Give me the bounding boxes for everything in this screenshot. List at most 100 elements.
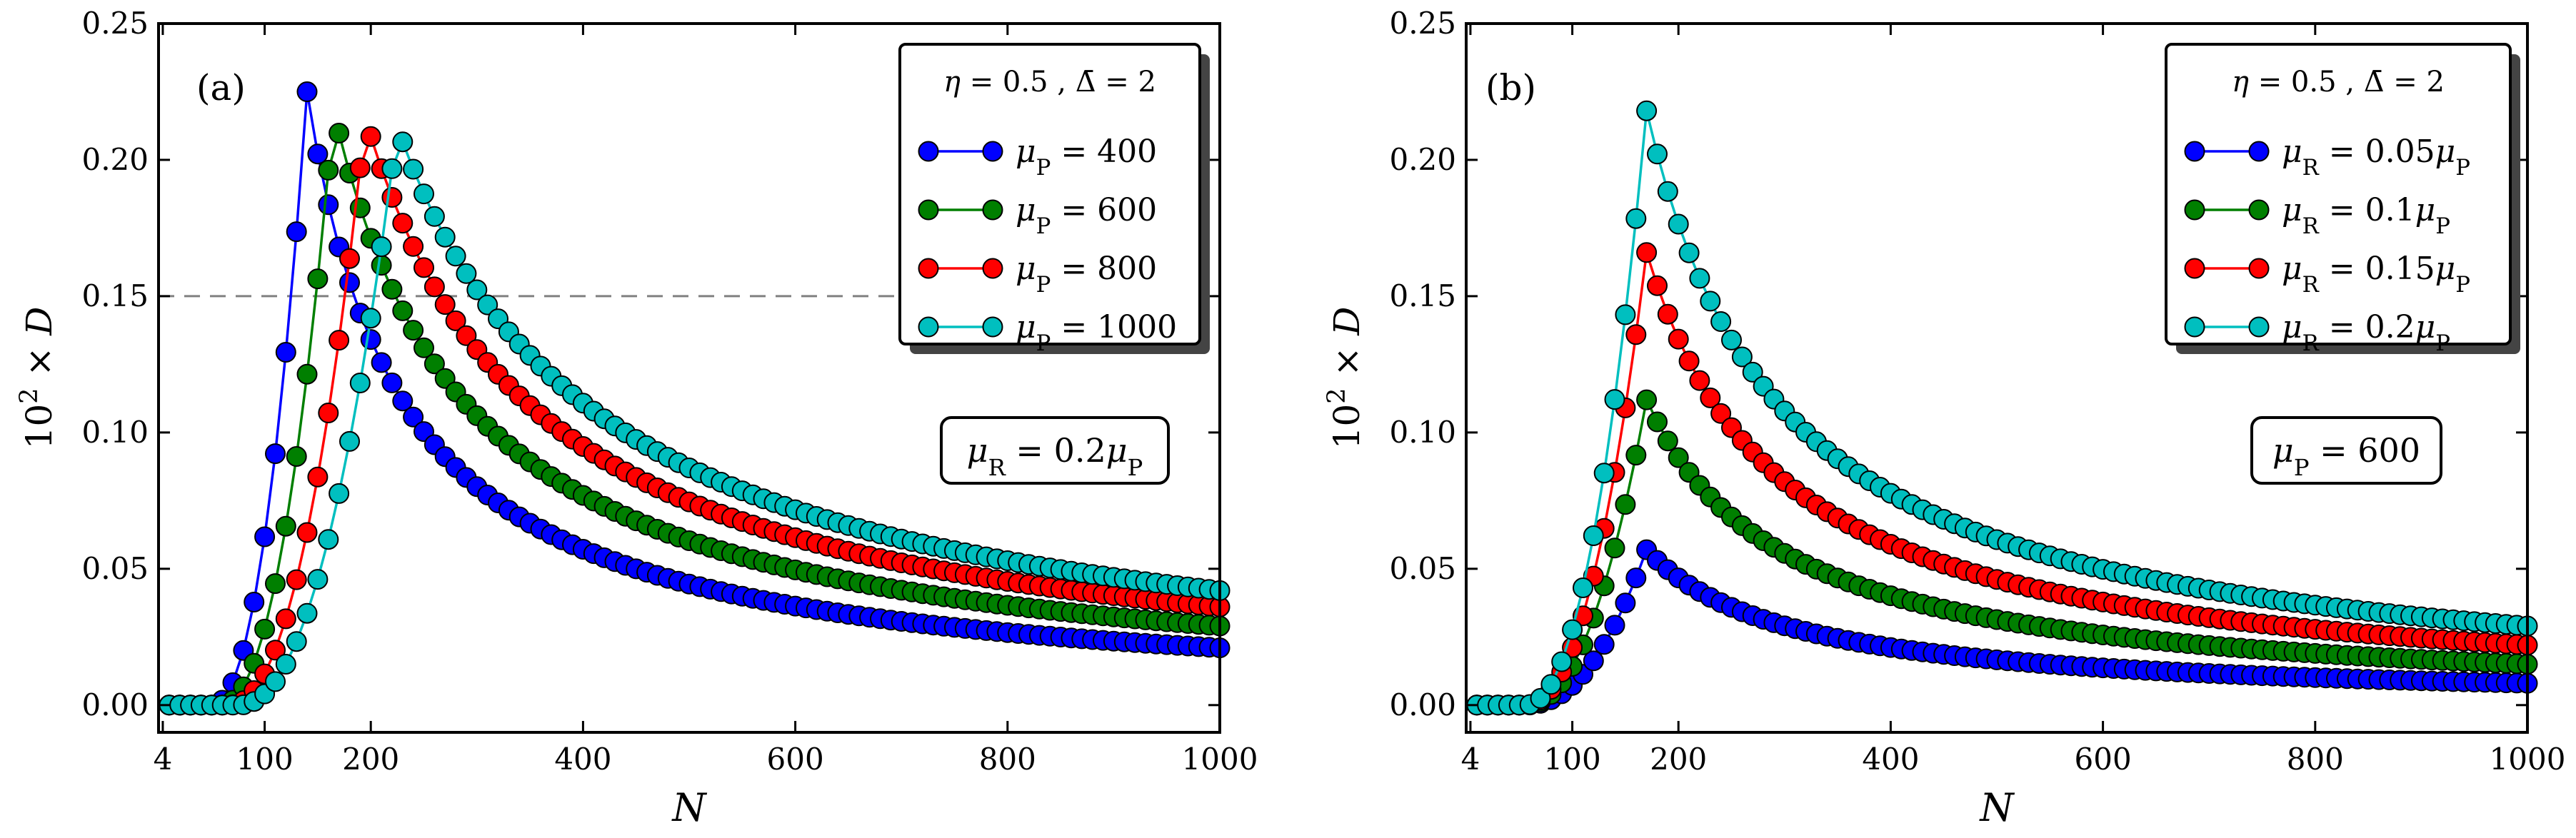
data-point <box>1657 181 1678 202</box>
legend-marker <box>2248 258 2270 279</box>
legend-marker <box>918 199 939 221</box>
data-point <box>275 342 296 363</box>
data-point <box>329 483 350 504</box>
y-tick-label: 0.10 <box>1389 415 1456 450</box>
data-point <box>392 131 414 153</box>
data-point <box>434 226 456 248</box>
data-point <box>1625 567 1647 589</box>
legend-marker <box>982 258 1003 279</box>
data-point <box>1562 619 1583 640</box>
data-point <box>434 368 456 389</box>
data-point <box>265 573 286 595</box>
legend-entry: μP = 800 <box>1016 251 1157 298</box>
data-point <box>349 373 371 393</box>
x-tick-label: 800 <box>2287 742 2344 777</box>
series-0 <box>1466 539 2538 716</box>
data-point <box>286 221 307 243</box>
x-tick-label: 1000 <box>1182 742 1258 777</box>
data-point <box>1583 650 1604 672</box>
data-point <box>1604 389 1625 410</box>
y-tick-label: 0.05 <box>81 551 149 586</box>
data-point <box>1689 268 1710 289</box>
y-tick-label: 0.00 <box>1389 687 1456 722</box>
data-point <box>329 330 350 351</box>
data-point <box>392 300 414 321</box>
legend-entry: μP = 600 <box>1016 192 1157 239</box>
x-tick-label: 100 <box>236 742 294 777</box>
x-tick-label: 400 <box>1862 742 1919 777</box>
data-point <box>1604 537 1625 559</box>
data-point <box>424 276 445 298</box>
data-point <box>254 618 276 640</box>
panel-label: (b) <box>1485 67 1536 108</box>
data-point <box>1625 324 1647 345</box>
data-point <box>1647 275 1668 296</box>
data-point <box>1647 143 1668 165</box>
data-point <box>296 522 318 543</box>
series-3 <box>1466 100 2538 716</box>
data-point <box>265 640 286 661</box>
data-point <box>318 529 339 550</box>
legend-entry: μR = 0.2μP <box>2282 309 2450 356</box>
y-axis-label: 102 × D <box>15 307 60 450</box>
data-point <box>286 446 307 467</box>
data-point <box>371 352 392 373</box>
y-tick-label: 0.20 <box>1389 142 1456 177</box>
data-point <box>1530 687 1551 709</box>
data-point <box>392 390 414 412</box>
legend-title: η = 0.5 , Δ̄ = 2 <box>2232 66 2445 99</box>
data-point <box>1615 304 1636 325</box>
data-point <box>286 631 307 652</box>
data-point <box>381 158 403 179</box>
data-point <box>296 81 318 102</box>
data-point <box>360 308 381 329</box>
data-point <box>339 272 360 293</box>
x-axis-label: N <box>1978 785 2015 830</box>
panel-label: (a) <box>196 67 246 108</box>
legend-marker <box>2184 258 2205 279</box>
data-point <box>414 183 434 205</box>
y-tick-label: 0.25 <box>81 6 149 41</box>
x-tick-label: 100 <box>1544 742 1601 777</box>
data-point <box>307 466 329 488</box>
data-point <box>329 123 350 143</box>
legend-marker <box>918 316 939 338</box>
data-point <box>477 294 498 315</box>
data-point <box>1604 615 1625 636</box>
data-point <box>445 310 466 331</box>
data-point <box>1700 387 1721 408</box>
legend-entry: μR = 0.05μP <box>2282 133 2470 181</box>
data-point <box>307 569 329 590</box>
series-0 <box>159 81 1231 716</box>
panel-b: 4 100 200 400 600 800 1000 0.00 0.05 0.10 0.15 0.20… <box>1323 6 2565 830</box>
data-point <box>318 403 339 423</box>
data-point <box>360 126 381 147</box>
data-point <box>275 654 296 675</box>
data-point <box>244 592 265 612</box>
data-point <box>403 236 424 257</box>
data-point <box>1668 213 1689 235</box>
data-point <box>1593 463 1615 484</box>
x-tick-label: 200 <box>342 742 399 777</box>
legend-marker <box>982 141 1003 162</box>
data-point <box>265 671 286 692</box>
data-point <box>1615 494 1636 515</box>
annotation-box <box>2250 416 2442 485</box>
data-point <box>381 372 403 393</box>
x-tick-label: 600 <box>2075 742 2132 777</box>
data-point <box>1689 370 1710 391</box>
data-point <box>307 268 329 290</box>
data-point <box>275 608 296 630</box>
y-tick-label: 0.25 <box>1389 6 1456 41</box>
x-tick-label: 1000 <box>2490 742 2566 777</box>
data-point <box>307 143 329 165</box>
data-point <box>434 294 456 315</box>
annotation-text: μR = 0.2μP <box>967 431 1143 481</box>
data-point <box>424 206 445 227</box>
data-point <box>349 157 371 178</box>
data-point <box>318 194 339 216</box>
annotation: μP = 600 <box>2250 416 2442 485</box>
x-tick-label: 400 <box>554 742 611 777</box>
panel-a: 4 100 200 400 600 800 1000 0.00 0.05 0.10 0.15 0.20… <box>15 6 1258 830</box>
data-point <box>1636 389 1658 410</box>
